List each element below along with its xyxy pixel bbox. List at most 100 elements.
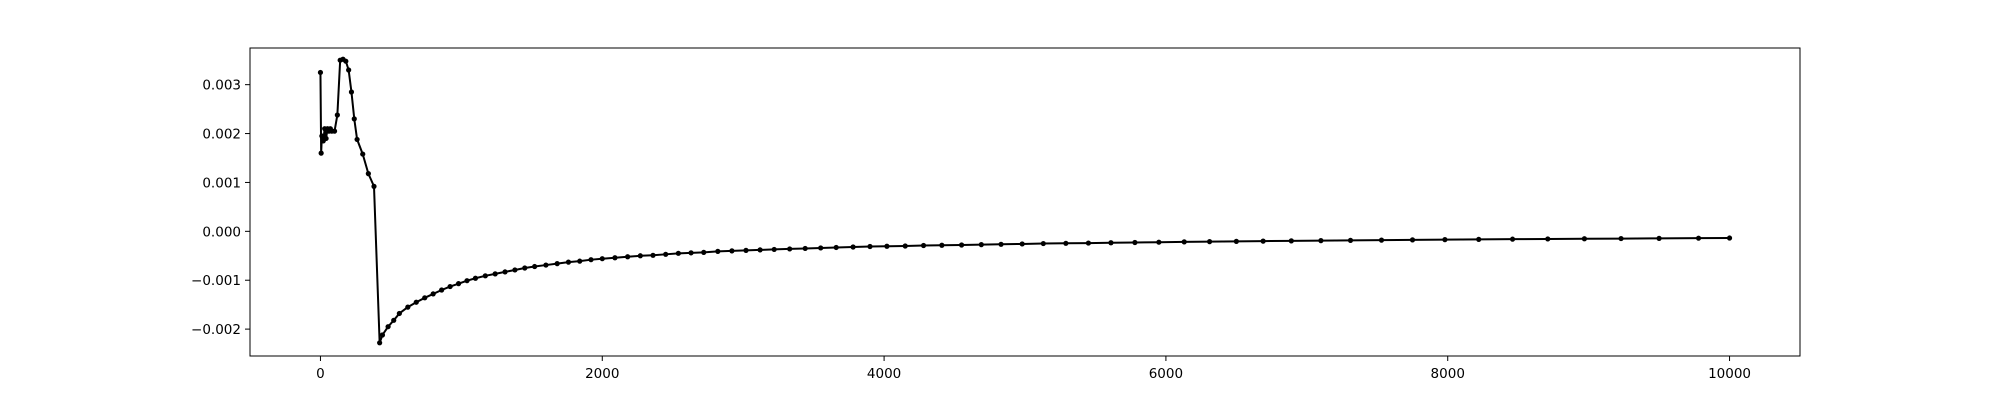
data-point bbox=[351, 116, 357, 122]
data-point bbox=[625, 254, 631, 260]
data-point bbox=[522, 265, 528, 271]
data-point bbox=[577, 258, 583, 264]
data-point bbox=[317, 69, 324, 76]
data-point bbox=[396, 310, 402, 317]
data-point bbox=[833, 244, 839, 251]
y-tick-label: 0.003 bbox=[202, 78, 241, 94]
data-point bbox=[371, 183, 377, 189]
data-point bbox=[385, 324, 391, 330]
data-point bbox=[998, 241, 1004, 247]
data-point bbox=[743, 247, 749, 253]
data-point bbox=[543, 262, 549, 268]
data-point bbox=[319, 133, 325, 139]
data-point bbox=[365, 171, 371, 177]
data-point bbox=[675, 250, 681, 256]
data-point bbox=[588, 257, 594, 263]
data-point bbox=[701, 249, 707, 255]
data-point bbox=[1347, 237, 1354, 243]
data-point bbox=[1509, 236, 1516, 242]
data-point bbox=[1618, 235, 1624, 242]
data-point bbox=[348, 89, 355, 95]
data-point bbox=[920, 242, 927, 249]
data-point bbox=[1108, 240, 1114, 246]
data-point bbox=[391, 317, 397, 323]
data-point bbox=[902, 243, 908, 249]
axes-frame bbox=[249, 47, 1801, 357]
data-point bbox=[663, 251, 669, 257]
data-point bbox=[379, 332, 386, 338]
data-point bbox=[482, 273, 488, 279]
data-point bbox=[1318, 238, 1324, 244]
data-point bbox=[1476, 236, 1482, 242]
x-tick-label: 6000 bbox=[1149, 366, 1183, 382]
x-tick-label: 2000 bbox=[585, 366, 619, 382]
data-point bbox=[472, 275, 479, 281]
data-point bbox=[1726, 235, 1733, 241]
data-point bbox=[1063, 240, 1069, 246]
data-point bbox=[334, 112, 340, 118]
data-point bbox=[850, 244, 856, 250]
data-point bbox=[1545, 236, 1551, 242]
data-point bbox=[1206, 239, 1213, 245]
data-point bbox=[787, 246, 793, 252]
data-point bbox=[1040, 240, 1046, 247]
data-point bbox=[360, 151, 366, 157]
data-point bbox=[1260, 238, 1266, 244]
data-point bbox=[377, 340, 383, 346]
data-point bbox=[637, 253, 643, 259]
data-point bbox=[729, 248, 735, 254]
data-point bbox=[1181, 239, 1187, 245]
data-point bbox=[1288, 238, 1294, 244]
data-point bbox=[532, 263, 538, 270]
data-point bbox=[1156, 239, 1162, 245]
y-tick-label: 0.000 bbox=[202, 224, 241, 240]
data-point bbox=[492, 271, 498, 277]
data-point bbox=[650, 252, 656, 258]
data-point bbox=[978, 242, 984, 248]
data-point bbox=[688, 250, 694, 256]
data-point bbox=[1132, 239, 1138, 246]
data-point bbox=[413, 299, 419, 305]
data-point bbox=[757, 247, 763, 253]
y-tick-label: 0.001 bbox=[202, 175, 241, 191]
data-point bbox=[343, 58, 349, 64]
data-point bbox=[958, 242, 965, 248]
data-point bbox=[1233, 238, 1239, 244]
data-point bbox=[1442, 237, 1448, 243]
data-point bbox=[884, 243, 890, 249]
data-point bbox=[1019, 241, 1025, 247]
data-point bbox=[439, 287, 445, 293]
data-point bbox=[331, 128, 338, 134]
data-point bbox=[430, 291, 436, 297]
data-point bbox=[323, 135, 329, 142]
data-point bbox=[354, 136, 360, 143]
data-point bbox=[1656, 235, 1662, 241]
data-point bbox=[512, 267, 518, 273]
data-point bbox=[318, 150, 324, 156]
data-point bbox=[405, 304, 411, 310]
x-tick-label: 10000 bbox=[1708, 366, 1751, 382]
axes: 0 2000 4000 6000 8000 10000 0.003 0.002 0.001 0.0… bbox=[191, 47, 1801, 382]
data-point bbox=[554, 261, 560, 267]
data-point bbox=[599, 256, 605, 262]
data-point bbox=[867, 243, 873, 250]
data-point bbox=[802, 245, 808, 252]
data-point bbox=[939, 242, 945, 248]
data-point bbox=[1581, 236, 1588, 242]
data-point bbox=[612, 255, 618, 261]
data-point bbox=[346, 67, 352, 73]
data-point bbox=[715, 248, 721, 254]
data-point bbox=[422, 295, 428, 301]
data-point bbox=[565, 259, 572, 265]
y-tick-label: 0.002 bbox=[202, 127, 241, 143]
data-point bbox=[464, 278, 470, 284]
data-point bbox=[1378, 237, 1385, 243]
data-point bbox=[771, 246, 777, 253]
data-point bbox=[1409, 237, 1416, 243]
data-point bbox=[502, 269, 508, 275]
x-tick-label: 0 bbox=[316, 366, 325, 382]
data-point bbox=[455, 281, 462, 287]
data-point bbox=[1085, 240, 1092, 246]
x-tick-label: 8000 bbox=[1431, 366, 1465, 382]
